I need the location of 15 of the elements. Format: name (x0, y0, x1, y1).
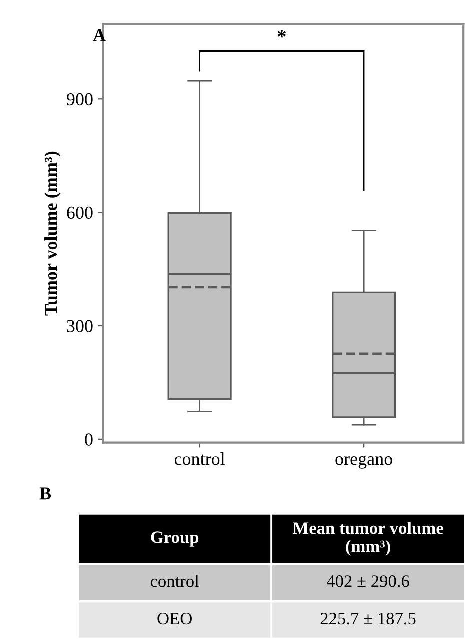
y-tick-label: 0 (85, 434, 93, 446)
chart-title: A (93, 29, 106, 42)
text: B (40, 488, 52, 500)
y-tick-label: 600 (67, 206, 93, 220)
text: Group (151, 532, 199, 547)
text: Mean tumor volume (mm³) (293, 522, 444, 556)
text: control (150, 575, 200, 588)
annotation: * (278, 30, 286, 38)
x-tick-label: oregano (336, 456, 392, 469)
y-axis-title: Tumor volume (mm³) (44, 152, 61, 316)
y-tick-label: 300 (67, 320, 93, 332)
text: 225.7 ± 187.5 (320, 612, 416, 625)
y-tick-label: 900 (67, 93, 93, 106)
text: 402 ± 290.6 (326, 576, 410, 588)
text: OEO (158, 612, 192, 625)
